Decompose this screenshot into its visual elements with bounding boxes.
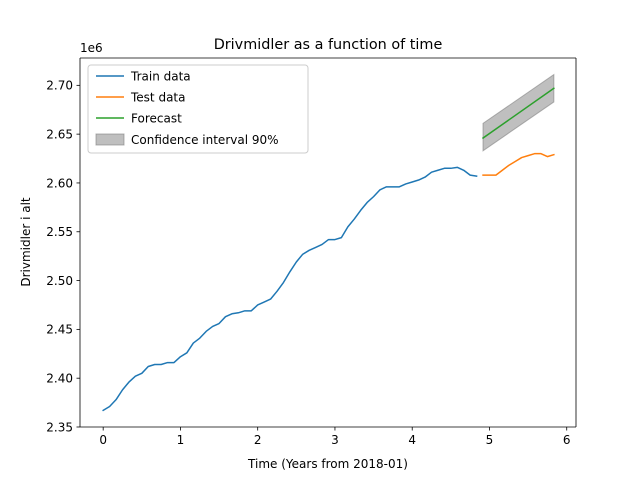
series-lines-layer bbox=[102, 87, 555, 412]
y-tick-label: 2.35 bbox=[46, 420, 73, 434]
forecast-line bbox=[481, 87, 555, 140]
x-tick-label: 6 bbox=[563, 433, 571, 447]
legend-label-confidence: Confidence interval 90% bbox=[131, 133, 279, 147]
legend-label-forecast: Forecast bbox=[131, 112, 182, 126]
y-tick-label: 2.45 bbox=[46, 323, 73, 337]
y-tick-label: 2.65 bbox=[46, 127, 73, 141]
x-tick-label: 1 bbox=[177, 433, 185, 447]
train-data-line bbox=[102, 166, 478, 412]
y-tick-label: 2.40 bbox=[46, 371, 73, 385]
axes-layer bbox=[79, 57, 577, 428]
x-tick-label: 0 bbox=[99, 433, 107, 447]
legend-label-train: Train data bbox=[130, 70, 191, 84]
chart-title: Drivmidler as a function of time bbox=[214, 37, 443, 53]
y-tick-label: 2.70 bbox=[46, 79, 73, 93]
y-tick-label: 2.55 bbox=[46, 225, 73, 239]
x-tick-label: 5 bbox=[486, 433, 494, 447]
y-axis-label: Drivmidler i alt bbox=[19, 197, 33, 287]
test-data-line bbox=[482, 152, 555, 176]
y-tick-label: 2.50 bbox=[46, 274, 73, 288]
y-axis-offset-label: 1e6 bbox=[80, 41, 103, 55]
legend-frame bbox=[87, 64, 309, 154]
legend-label-test: Test data bbox=[130, 91, 185, 105]
x-tick-label: 2 bbox=[254, 433, 262, 447]
x-tick-label: 4 bbox=[408, 433, 416, 447]
ticks-layer: 0 1 2 3 4 5 6 2.35 2.40 2.45 2.50 2.55 2.60 2.65 2.70 bbox=[46, 79, 570, 447]
x-tick-label: 3 bbox=[331, 433, 339, 447]
legend-swatch-confidence bbox=[95, 133, 125, 146]
x-axis-label: Time (Years from 2018-01) bbox=[247, 457, 408, 471]
legend: Train data Test data Forecast Confidence… bbox=[87, 64, 309, 154]
y-tick-label: 2.60 bbox=[46, 176, 73, 190]
